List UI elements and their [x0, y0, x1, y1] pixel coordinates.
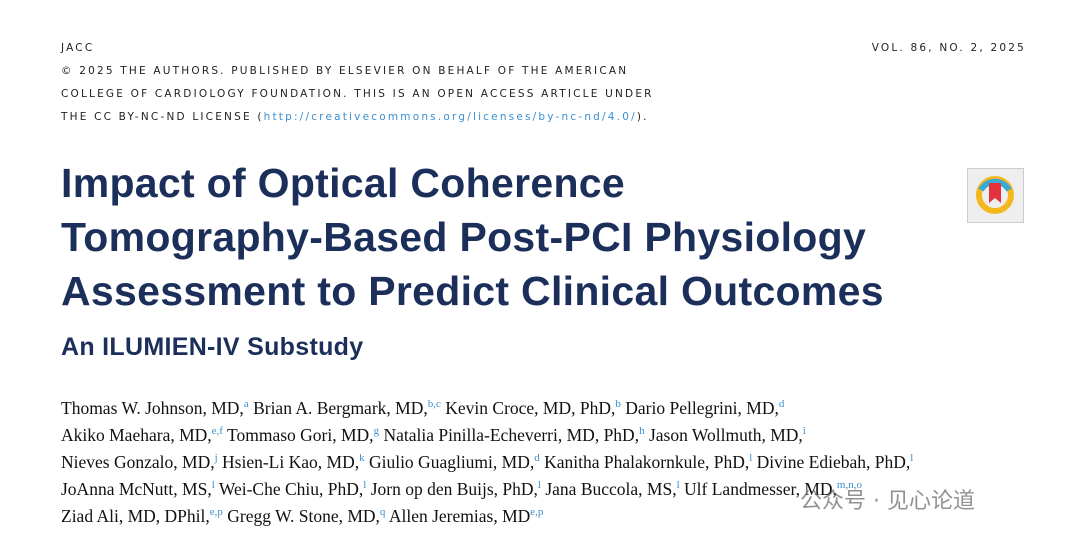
author-name: Gregg W. Stone, MD, — [227, 506, 380, 526]
affiliation: e,f — [211, 425, 223, 438]
affiliation: l — [363, 479, 367, 492]
author-name: Kevin Croce, MD, PhD, — [445, 398, 616, 418]
affiliation: e,p — [209, 506, 223, 519]
title-line: Impact of Optical Coherence — [61, 160, 626, 206]
affiliation: m,n,o — [836, 479, 862, 492]
author: Hsien-Li Kao, MD,k — [222, 452, 365, 472]
author-name: Divine Ediebah, PhD, — [756, 452, 911, 472]
author-name: Allen Jeremias, MD — [388, 506, 531, 526]
author: Jana Buccola, MS,l — [545, 479, 679, 499]
affiliation: b — [615, 398, 621, 411]
author-name: Giulio Guagliumi, MD, — [368, 452, 535, 472]
author: Jason Wollmuth, MD,i — [649, 425, 806, 445]
author-name: Ulf Landmesser, MD, — [684, 479, 837, 499]
affiliation: a — [243, 398, 249, 411]
author-name: Wei-Che Chiu, PhD, — [218, 479, 364, 499]
author: Divine Ediebah, PhD,l — [757, 452, 914, 472]
author: Allen Jeremias, MDe,p — [389, 506, 544, 526]
author-name: Jana Buccola, MS, — [545, 479, 677, 499]
title-line: Tomography-Based Post-PCI Physiology — [61, 214, 867, 260]
license-line: THE CC BY-NC-ND LICENSE (http://creative… — [61, 111, 649, 123]
volume: VOL. 86, NO. 2, 2025 — [871, 42, 1026, 54]
license-link[interactable]: http://creativecommons.org/licenses/by-n… — [263, 111, 637, 123]
icon-bookmark — [989, 183, 1001, 203]
author-name: Jorn op den Buijs, PhD, — [370, 479, 538, 499]
affiliation: i — [802, 425, 806, 438]
affiliation: g — [373, 425, 380, 438]
author-name: JoAnna McNutt, MS, — [61, 479, 212, 499]
affiliation: l — [676, 479, 680, 492]
author: Akiko Maehara, MD,e,f — [61, 425, 223, 445]
author: Ulf Landmesser, MD,m,n,o — [684, 479, 862, 499]
affiliation: l — [910, 452, 914, 465]
author: Kanitha Phalakornkule, PhD,l — [544, 452, 752, 472]
author: Ziad Ali, MD, DPhil,e,p — [61, 506, 223, 526]
author-line: Thomas W. Johnson, MD,a Brian A. Bergmar… — [61, 398, 784, 419]
author-name: Tommaso Gori, MD, — [227, 425, 374, 445]
affiliation: q — [379, 506, 386, 519]
author-name: Jason Wollmuth, MD, — [648, 425, 803, 445]
author-line: Ziad Ali, MD, DPhil,e,p Gregg W. Stone, … — [61, 506, 543, 527]
author: JoAnna McNutt, MS,l — [61, 479, 215, 499]
author-name: Akiko Maehara, MD, — [61, 425, 212, 445]
affiliation: l — [537, 479, 541, 492]
affiliation: b,c — [427, 398, 441, 411]
watermark: 公众号 · 见心论道 — [800, 489, 975, 514]
affiliation: l — [211, 479, 215, 492]
author: Thomas W. Johnson, MD,a — [61, 398, 249, 418]
affiliation: d — [534, 452, 540, 465]
author-name: Brian A. Bergmark, MD, — [253, 398, 428, 418]
author-name: Kanitha Phalakornkule, PhD, — [544, 452, 750, 472]
author: Giulio Guagliumi, MD,d — [369, 452, 540, 472]
author: Wei-Che Chiu, PhD,l — [219, 479, 366, 499]
affiliation: e,p — [530, 506, 544, 519]
journal: JACC — [61, 42, 95, 54]
author: Gregg W. Stone, MD,q — [227, 506, 385, 526]
author-name: Hsien-Li Kao, MD, — [222, 452, 360, 472]
author-name: Ziad Ali, MD, DPhil, — [61, 506, 210, 526]
title-line: Assessment to Predict Clinical Outcomes — [61, 268, 884, 314]
affiliation: k — [359, 452, 365, 465]
affiliation: l — [749, 452, 753, 465]
author: Brian A. Bergmark, MD,b,c — [253, 398, 441, 418]
affiliation: j — [214, 452, 218, 465]
crossmark-icon[interactable] — [967, 168, 1024, 223]
author-name: Dario Pellegrini, MD, — [625, 398, 779, 418]
icon-arc — [978, 178, 1012, 192]
author-name: Nieves Gonzalo, MD, — [61, 452, 215, 472]
author: Tommaso Gori, MD,g — [227, 425, 379, 445]
author-line: Nieves Gonzalo, MD,j Hsien-Li Kao, MD,k … — [61, 452, 913, 473]
license-end: ). — [636, 111, 649, 123]
author: Jorn op den Buijs, PhD,l — [371, 479, 541, 499]
author: Nieves Gonzalo, MD,j — [61, 452, 218, 472]
author: Kevin Croce, MD, PhD,b — [445, 398, 621, 418]
license-line: © 2025 THE AUTHORS. PUBLISHED BY ELSEVIE… — [61, 65, 629, 77]
license-text: THE CC BY-NC-ND LICENSE ( — [61, 111, 264, 123]
license-line: COLLEGE OF CARDIOLOGY FOUNDATION. THIS I… — [61, 88, 654, 100]
author-line: Akiko Maehara, MD,e,f Tommaso Gori, MD,g… — [61, 425, 806, 446]
author-name: Natalia Pinilla-Echeverri, MD, PhD, — [383, 425, 640, 445]
author-name: Thomas W. Johnson, MD, — [61, 398, 244, 418]
author-line: JoAnna McNutt, MS,l Wei-Che Chiu, PhD,l … — [61, 479, 862, 500]
subtitle: An ILUMIEN-IV Substudy — [61, 333, 364, 361]
author: Dario Pellegrini, MD,d — [625, 398, 784, 418]
affiliation: h — [639, 425, 645, 438]
affiliation: d — [778, 398, 785, 411]
author: Natalia Pinilla-Echeverri, MD, PhD,h — [383, 425, 644, 445]
